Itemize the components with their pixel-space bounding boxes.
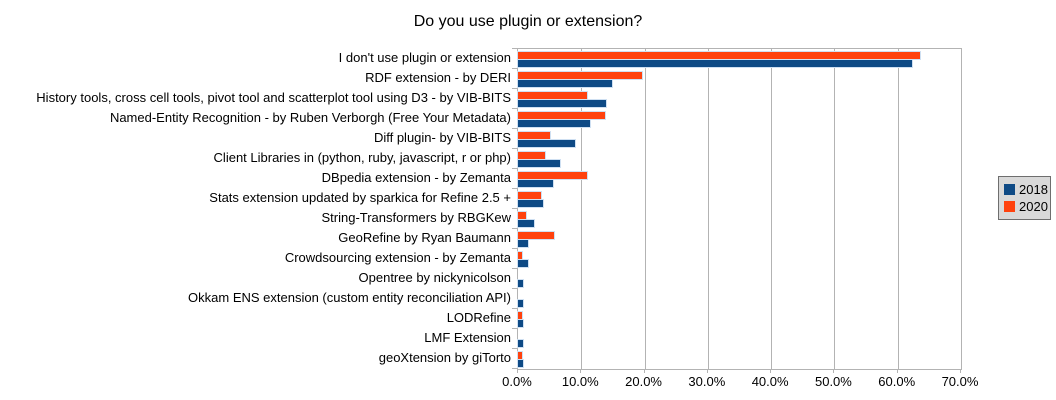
y-tick-14 — [512, 328, 517, 329]
bar-2020-row6 — [516, 151, 547, 160]
category-label-row3: History tools, cross cell tools, pivot t… — [36, 90, 511, 105]
x-tick-20 — [643, 369, 645, 373]
bar-2020-row2 — [516, 71, 644, 80]
bar-2018-row12 — [516, 278, 525, 288]
gridline-50 — [834, 49, 836, 369]
category-label-row15: LMF Extension — [424, 330, 511, 345]
x-tick-50 — [833, 369, 835, 373]
y-tick-8 — [512, 208, 517, 209]
x-tick-label-30: 30.0% — [688, 374, 726, 389]
y-tick-10 — [512, 248, 517, 249]
y-tick-1 — [512, 68, 517, 69]
x-tick-60 — [896, 369, 898, 373]
category-label-row2: RDF extension - by DERI — [365, 70, 511, 85]
x-tick-40 — [770, 369, 772, 373]
bar-2020-row5 — [516, 131, 552, 140]
category-label-row14: LODRefine — [446, 310, 511, 325]
bar-2018-row1 — [516, 58, 914, 68]
bar-2018-row10 — [516, 238, 530, 248]
category-label-row16: geoXtension by giTorto — [378, 350, 511, 365]
bar-2018-row9 — [517, 218, 535, 228]
chart-title: Do you use plugin or extension? — [413, 13, 643, 30]
y-tick-16 — [512, 368, 517, 369]
category-label-row9: String-Transformers by RBGKew — [321, 210, 511, 225]
y-tick-4 — [512, 128, 517, 129]
category-label-row1: I don't use plugin or extension — [338, 50, 511, 65]
y-tick-13 — [512, 308, 517, 309]
bar-2020-row10 — [516, 231, 556, 240]
bar-2018-row5 — [517, 138, 576, 148]
x-tick-label-10: 10.0% — [561, 374, 599, 389]
x-tick-0 — [517, 369, 518, 373]
bar-2018-row13 — [516, 298, 525, 308]
bar-2018-row2 — [517, 78, 613, 88]
bar-2020-row8 — [516, 191, 543, 200]
bar-2018-row4 — [516, 118, 592, 128]
category-label-row6: Client Libraries in (python, ruby, javas… — [213, 150, 511, 165]
bar-2018-row15 — [516, 338, 525, 348]
y-tick-11 — [512, 268, 517, 269]
category-label-row10: GeoRefine by Ryan Baumann — [338, 230, 511, 245]
x-tick-10 — [580, 369, 582, 373]
x-tick-label-60: 60.0% — [878, 374, 916, 389]
bar-2018-row6 — [517, 158, 561, 168]
legend-swatch-2020 — [1004, 201, 1015, 212]
x-tick-30 — [706, 369, 708, 373]
y-tick-0 — [512, 48, 517, 49]
bar-2018-row11 — [516, 258, 530, 268]
bar-2018-row14 — [516, 318, 525, 328]
gridline-30 — [707, 49, 709, 369]
category-label-row13: Okkam ENS extension (custom entity recon… — [188, 290, 511, 305]
y-tick-2 — [512, 88, 517, 89]
y-tick-9 — [512, 228, 517, 229]
y-tick-12 — [512, 288, 517, 289]
legend-label-2018: 2018 — [1019, 182, 1048, 197]
legend-swatch-2018 — [1004, 184, 1015, 195]
legend-item-2020: 2020 — [1004, 198, 1050, 215]
bar-2020-row7 — [517, 171, 588, 180]
y-tick-3 — [512, 108, 517, 109]
y-tick-7 — [512, 188, 517, 189]
gridline-20 — [644, 49, 646, 369]
gridline-60 — [897, 49, 899, 369]
x-tick-70 — [960, 369, 961, 373]
x-tick-label-70: 70.0% — [941, 374, 979, 389]
bar-2020-row16 — [516, 351, 524, 360]
gridline-40 — [771, 49, 773, 369]
legend-item-2018: 2018 — [1004, 181, 1050, 198]
y-tick-15 — [512, 348, 517, 349]
bar-2020-row9 — [516, 211, 528, 220]
bar-2020-row4 — [517, 111, 606, 120]
category-label-row5: Diff plugin- by VIB-BITS — [373, 130, 511, 145]
bar-2020-row3 — [517, 91, 588, 100]
bar-2018-row3 — [517, 98, 607, 108]
bar-2018-row7 — [516, 178, 555, 188]
category-label-row7: DBpedia extension - by Zemanta — [321, 170, 511, 185]
y-tick-5 — [512, 148, 517, 149]
x-tick-label-20: 20.0% — [625, 374, 662, 389]
gridline-10 — [581, 49, 583, 369]
category-label-row4: Named-Entity Recognition - by Ruben Verb… — [109, 110, 511, 125]
bar-2020-row1 — [517, 51, 921, 60]
legend-label-2020: 2020 — [1019, 199, 1048, 214]
bar-2020-row14 — [516, 311, 524, 320]
category-label-row8: Stats extension updated by sparkica for … — [209, 190, 511, 205]
y-tick-6 — [512, 168, 517, 169]
category-label-row12: Opentree by nickynicolson — [358, 270, 511, 285]
bar-2020-row11 — [516, 251, 524, 260]
bar-2018-row16 — [516, 358, 525, 368]
x-tick-label-40: 40.0% — [751, 374, 789, 389]
x-tick-label-50: 50.0% — [814, 374, 852, 389]
bar-2018-row8 — [516, 198, 545, 208]
category-label-row11: Crowdsourcing extension - by Zemanta — [284, 250, 511, 265]
x-tick-label-0: 0.0% — [502, 374, 532, 389]
plot-area — [516, 48, 962, 370]
legend: 2018 2020 — [998, 176, 1051, 220]
